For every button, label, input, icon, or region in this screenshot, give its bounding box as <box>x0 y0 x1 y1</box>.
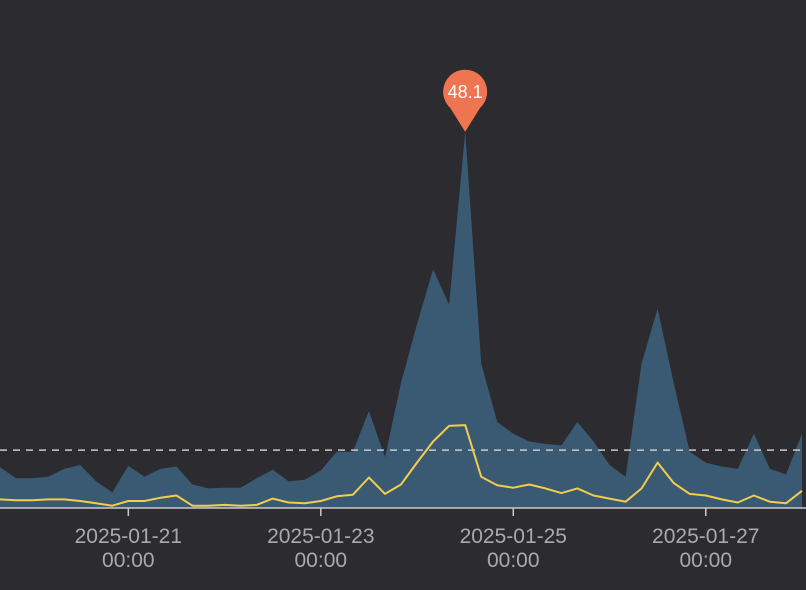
x-tick-label-date: 2025-01-21 <box>75 525 182 548</box>
x-tick-label-time: 00:00 <box>102 549 155 572</box>
max-marker-label: 48.1 <box>448 82 483 102</box>
max-marker-pin <box>443 69 488 132</box>
max-marker: 48.1 <box>443 69 488 132</box>
x-tick-label-time: 00:00 <box>487 549 540 572</box>
line-series <box>0 424 803 507</box>
x-tick-label-date: 2025-01-27 <box>652 525 759 548</box>
x-tick-label-time: 00:00 <box>295 549 348 572</box>
area-series-fill <box>0 131 802 509</box>
x-tick-label-date: 2025-01-25 <box>460 525 567 548</box>
line-series-layer <box>0 424 803 507</box>
x-tick-label-date: 2025-01-23 <box>267 525 374 548</box>
x-tick-label-time: 00:00 <box>679 549 732 572</box>
x-axis: 2025-01-2100:002025-01-2300:002025-01-25… <box>0 507 806 572</box>
area-series-layer <box>0 131 802 509</box>
